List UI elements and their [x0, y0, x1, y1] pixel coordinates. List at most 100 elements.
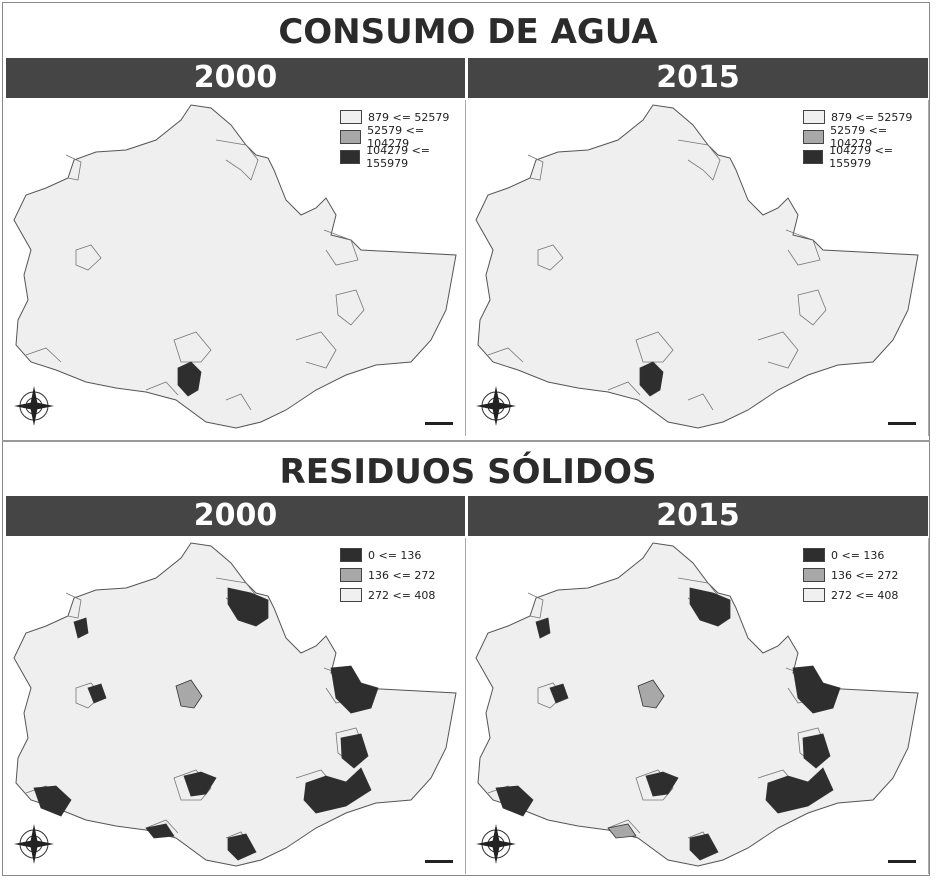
- legend-label: 272 <= 408: [831, 588, 899, 602]
- municipality-region: [637, 679, 665, 709]
- legend-swatch: [803, 130, 825, 144]
- municipality-border: [225, 393, 252, 411]
- municipality-border: [687, 393, 714, 411]
- municipality-border: [635, 331, 674, 363]
- map-legend: 0 <= 136 136 <= 272 272 <= 408: [803, 546, 898, 606]
- compass-rose-icon: [476, 824, 516, 864]
- legend-item: 52579 <= 104279: [340, 124, 465, 150]
- scale-bar-icon: [425, 860, 453, 863]
- map-svg: [13, 542, 457, 867]
- municipality-border: [323, 229, 359, 266]
- map-panel-water-2015: 879 <= 52579 52579 <= 104279 104279 <= 155…: [468, 100, 929, 436]
- year-header-water-2015: 2015: [468, 58, 928, 98]
- map-svg: [13, 104, 457, 429]
- legend-item: 272 <= 408: [803, 586, 898, 604]
- municipality-region: [227, 587, 269, 627]
- legend-item: 0 <= 136: [340, 546, 435, 564]
- municipality-region: [689, 587, 731, 627]
- year-header-waste-2000: 2000: [6, 496, 465, 536]
- year-header-waste-2015: 2015: [468, 496, 928, 536]
- map-panel-waste-2015: 0 <= 136 136 <= 272 272 <= 408: [468, 538, 929, 874]
- legend-item: 0 <= 136: [803, 546, 898, 564]
- legend-swatch: [803, 548, 825, 562]
- state-outline: [13, 104, 457, 429]
- legend-label: 52579 <= 104279: [367, 124, 425, 150]
- municipality-border: [487, 347, 524, 363]
- legend-item: 104279 <= 155979: [340, 144, 465, 170]
- legend-item: 879 <= 52579: [340, 108, 465, 126]
- municipality-region: [330, 665, 379, 714]
- legend-label: 0 <= 136: [368, 548, 422, 562]
- map-legend: 0 <= 136 136 <= 272 272 <= 408: [340, 546, 435, 606]
- municipality-region: [227, 833, 257, 861]
- municipality-region: [340, 733, 369, 769]
- legend-swatch: [803, 568, 825, 582]
- municipality-border: [335, 289, 365, 326]
- municipality-region: [765, 767, 834, 814]
- year-header-water-2000: 2000: [6, 58, 465, 98]
- municipality-border: [527, 592, 544, 619]
- municipality-border: [537, 244, 564, 271]
- state-outline: [475, 104, 919, 429]
- legend-swatch: [340, 110, 362, 124]
- municipality-region: [33, 785, 72, 817]
- municipality-border: [527, 154, 544, 181]
- scale-bar-icon: [425, 422, 453, 425]
- municipality-region: [495, 785, 534, 817]
- municipality-region: [689, 833, 719, 861]
- municipality-border: [65, 592, 82, 619]
- compass-rose-icon: [476, 386, 516, 426]
- municipality-border: [607, 381, 641, 396]
- municipality-border: [785, 229, 821, 266]
- legend-swatch: [340, 150, 361, 164]
- legend-label: 0 <= 136: [831, 548, 885, 562]
- map-legend: 879 <= 52579 52579 <= 104279 104279 <= 155…: [340, 108, 465, 170]
- legend-swatch: [803, 150, 824, 164]
- legend-swatch: [803, 110, 825, 124]
- legend-item: 879 <= 52579: [803, 108, 928, 126]
- municipality-border: [75, 244, 102, 271]
- legend-label: 879 <= 52579: [368, 110, 450, 124]
- section-divider: [2, 440, 930, 442]
- compass-rose-icon: [14, 824, 54, 864]
- municipality-border: [677, 139, 721, 181]
- municipality-region: [549, 683, 569, 704]
- municipality-border: [607, 819, 641, 834]
- map-legend: 879 <= 52579 52579 <= 104279 104279 <= 155…: [803, 108, 928, 170]
- legend-label: 879 <= 52579: [831, 110, 913, 124]
- municipality-region: [802, 733, 831, 769]
- compass-rose-icon: [14, 386, 54, 426]
- scale-bar-icon: [888, 422, 916, 425]
- map-svg: [475, 542, 919, 867]
- municipality-border: [215, 139, 259, 181]
- municipality-border: [65, 154, 82, 181]
- municipality-border: [797, 289, 827, 326]
- municipality-region: [175, 679, 203, 709]
- legend-swatch: [340, 588, 362, 602]
- municipality-region: [87, 683, 107, 704]
- map-panel-water-2000: 879 <= 52579 52579 <= 104279 104279 <= 155…: [6, 100, 466, 436]
- legend-item: 136 <= 272: [340, 566, 435, 584]
- municipality-border: [145, 381, 179, 396]
- municipality-region: [639, 361, 664, 397]
- legend-item: 272 <= 408: [340, 586, 435, 604]
- legend-label: 272 <= 408: [368, 588, 436, 602]
- legend-swatch: [340, 130, 362, 144]
- legend-swatch: [803, 588, 825, 602]
- legend-label: 52579 <= 104279: [830, 124, 888, 150]
- municipality-region: [607, 823, 637, 839]
- legend-label: 104279 <= 155979: [366, 144, 430, 170]
- municipality-region: [303, 767, 372, 814]
- municipality-border: [295, 331, 337, 369]
- section-title-water: CONSUMO DE AGUA: [278, 12, 658, 52]
- municipality-border: [173, 331, 212, 363]
- scale-bar-icon: [888, 860, 916, 863]
- legend-label: 136 <= 272: [368, 568, 436, 582]
- legend-item: 136 <= 272: [803, 566, 898, 584]
- section-title-waste: RESIDUOS SÓLIDOS: [279, 452, 657, 492]
- map-panel-waste-2000: 0 <= 136 136 <= 272 272 <= 408: [6, 538, 466, 874]
- municipality-region: [145, 823, 175, 839]
- legend-swatch: [340, 568, 362, 582]
- municipality-region: [73, 617, 89, 639]
- legend-label: 104279 <= 155979: [829, 144, 893, 170]
